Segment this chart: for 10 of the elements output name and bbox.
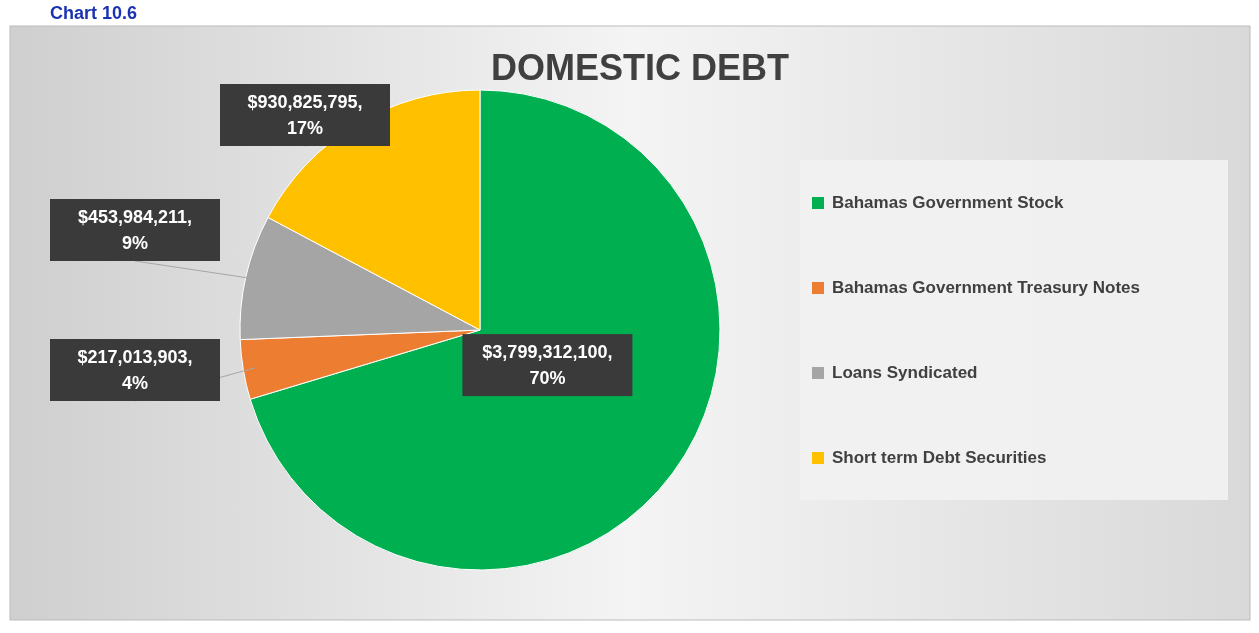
legend-label: Loans Syndicated bbox=[832, 363, 978, 382]
caption: Chart 10.6 bbox=[50, 3, 138, 23]
data-label: $217,013,903, 4% bbox=[77, 347, 193, 393]
legend-label: Short term Debt Securities bbox=[832, 448, 1047, 467]
chart-title: DOMESTIC DEBT bbox=[490, 47, 790, 88]
data-label: $3,799,312,100, 70% bbox=[482, 342, 613, 389]
slice-label: Bahamas Government Stock bbox=[832, 193, 1065, 212]
data-label: $930,825,795, 17% bbox=[247, 92, 363, 138]
data-label: $453,984,211, 9% bbox=[77, 207, 193, 253]
legend-label: Bahamas Government Treasury Notes bbox=[832, 278, 1141, 297]
